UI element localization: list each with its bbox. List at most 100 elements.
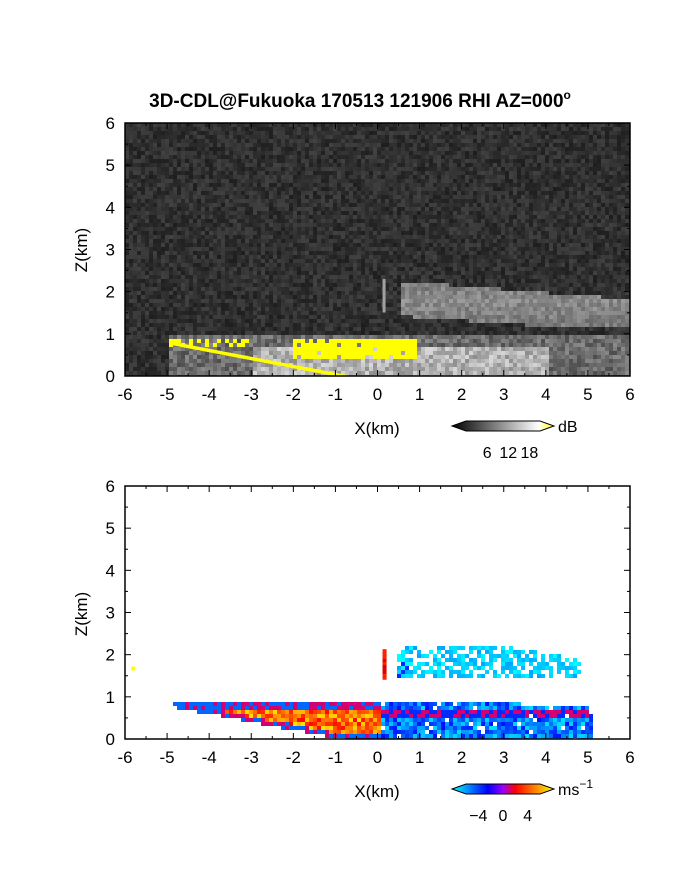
snr-pixel — [249, 167, 253, 171]
snr-pixel — [197, 155, 201, 159]
snr-pixel — [513, 199, 517, 203]
snr-pixel — [269, 127, 273, 131]
snr-pixel — [517, 147, 521, 151]
snr-pixel — [513, 219, 517, 223]
snr-pixel — [401, 151, 405, 155]
snr-pixel — [165, 199, 169, 203]
snr-pixel — [593, 215, 597, 219]
snr-pixel — [285, 207, 289, 211]
snr-pixel — [189, 171, 193, 175]
snr-pixel — [209, 179, 213, 183]
snr-pixel — [297, 223, 301, 227]
snr-pixel — [521, 179, 525, 183]
snr-pixel — [237, 207, 241, 211]
snr-pixel — [361, 259, 365, 263]
snr-pixel — [541, 127, 545, 131]
snr-pixel — [393, 163, 397, 167]
snr-pixel — [317, 235, 321, 239]
snr-pixel — [429, 271, 433, 275]
snr-pixel — [177, 275, 181, 279]
snr-pixel — [381, 275, 385, 279]
snr-pixel — [205, 187, 209, 191]
snr-pixel — [625, 139, 629, 143]
snr-pixel — [297, 251, 301, 255]
snr-pixel — [353, 155, 357, 159]
snr-pixel — [325, 171, 329, 175]
snr-pixel — [341, 147, 345, 151]
snr-pixel — [377, 251, 381, 255]
snr-pixel — [317, 127, 321, 131]
snr-pixel — [309, 179, 313, 183]
snr-pixel — [413, 227, 417, 231]
snr-pixel — [521, 239, 525, 243]
snr-pixel — [489, 267, 493, 271]
snr-pixel — [289, 199, 293, 203]
snr-pixel — [445, 175, 449, 179]
snr-pixel — [489, 275, 493, 279]
snr-pixel — [541, 195, 545, 199]
snr-pixel — [621, 171, 625, 175]
snr-pixel — [617, 219, 621, 223]
snr-pixel — [577, 155, 581, 159]
snr-pixel — [597, 223, 601, 227]
snr-pixel — [449, 143, 453, 147]
snr-pixel — [577, 131, 581, 135]
snr-pixel — [425, 227, 429, 231]
snr-pixel — [305, 207, 309, 211]
snr-pixel — [413, 271, 417, 275]
snr-pixel — [361, 155, 365, 159]
snr-pixel — [185, 159, 189, 163]
snr-pixel — [413, 195, 417, 199]
snr-pixel — [285, 203, 289, 207]
snr-pixel — [217, 143, 221, 147]
snr-pixel — [337, 243, 341, 247]
snr-pixel — [161, 171, 165, 175]
snr-pixel — [625, 203, 629, 207]
snr-pixel — [285, 227, 289, 231]
snr-pixel — [189, 251, 193, 255]
snr-pixel — [285, 139, 289, 143]
snr-pixel — [613, 191, 617, 195]
snr-pixel — [185, 135, 189, 139]
snr-pixel — [253, 215, 257, 219]
snr-pixel — [509, 195, 513, 199]
snr-pixel — [605, 227, 609, 231]
snr-pixel — [437, 207, 441, 211]
snr-pixel — [213, 267, 217, 271]
snr-pixel — [577, 239, 581, 243]
snr-pixel — [421, 267, 425, 271]
snr-pixel — [249, 147, 253, 151]
snr-pixel — [249, 179, 253, 183]
snr-pixel — [441, 219, 445, 223]
snr-pixel — [193, 259, 197, 263]
snr-pixel — [277, 167, 281, 171]
snr-pixel — [605, 203, 609, 207]
snr-pixel — [217, 215, 221, 219]
snr-pixel — [165, 243, 169, 247]
snr-pixel — [577, 187, 581, 191]
snr-pixel — [485, 127, 489, 131]
snr-pixel — [257, 227, 261, 231]
snr-pixel — [405, 215, 409, 219]
snr-pixel — [585, 131, 589, 135]
snr-pixel — [265, 151, 269, 155]
snr-pixel — [385, 155, 389, 159]
snr-pixel — [425, 199, 429, 203]
snr-pixel — [505, 155, 509, 159]
snr-pixel — [329, 155, 333, 159]
snr-pixel — [209, 279, 213, 283]
snr-pixel — [449, 215, 453, 219]
snr-pixel — [277, 143, 281, 147]
snr-pixel — [541, 175, 545, 179]
snr-pixel — [573, 219, 577, 223]
snr-pixel — [245, 231, 249, 235]
snr-pixel — [409, 123, 413, 127]
snr-pixel — [269, 203, 273, 207]
snr-pixel — [161, 231, 165, 235]
snr-pixel — [509, 259, 513, 263]
snr-pixel — [405, 147, 409, 151]
snr-pixel — [229, 227, 233, 231]
snr-pixel — [209, 183, 213, 187]
snr-pixel — [393, 223, 397, 227]
